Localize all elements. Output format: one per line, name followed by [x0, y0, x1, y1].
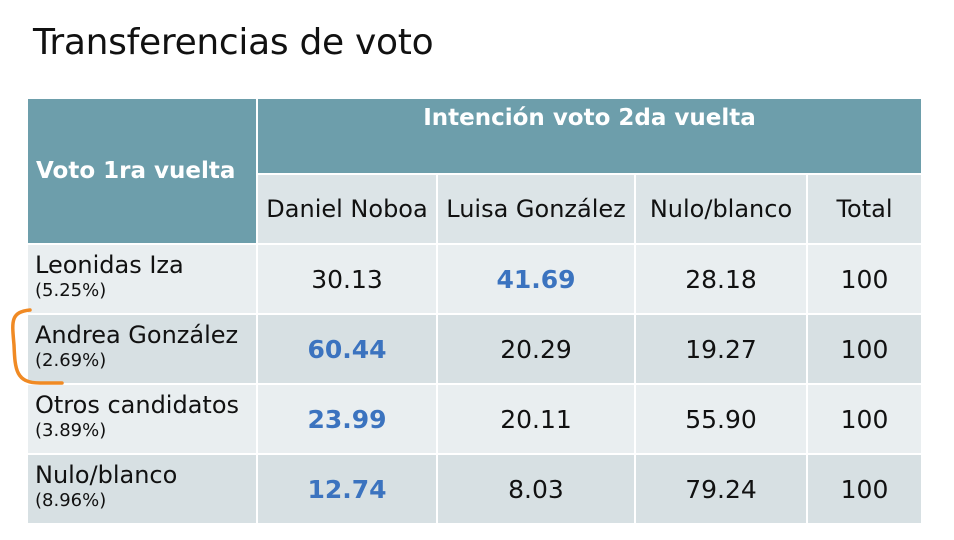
table-cell-total: 100	[806, 453, 923, 525]
candidate-name: Otros candidatos	[35, 391, 240, 419]
first-round-header: Voto 1ra vuelta	[26, 97, 258, 245]
table-cell: 20.29	[436, 313, 636, 385]
table-cell-highlight: 23.99	[256, 383, 438, 455]
table-cell: 8.03	[436, 453, 636, 525]
table-row: Leonidas Iza (5.25%) 30.13 41.69 28.18 1…	[26, 243, 923, 315]
column-header-luisa-gonzalez: Luisa González	[436, 173, 636, 245]
column-header-daniel-noboa: Daniel Noboa	[256, 173, 438, 245]
table-row: Nulo/blanco (8.96%) 12.74 8.03 79.24 100	[26, 453, 923, 525]
second-round-group-header: Intención voto 2da vuelta	[256, 97, 923, 175]
table-cell: 19.27	[634, 313, 808, 385]
column-header-nulo-blanco: Nulo/blanco	[634, 173, 808, 245]
candidate-name: Leonidas Iza	[35, 251, 184, 279]
candidate-name: Andrea González	[35, 321, 239, 349]
table-cell: 55.90	[634, 383, 808, 455]
table-row: Andrea González (2.69%) 60.44 20.29 19.2…	[26, 313, 923, 385]
vote-transfer-table: Voto 1ra vuelta Intención voto 2da vuelt…	[26, 97, 923, 525]
table-cell-highlight: 12.74	[256, 453, 438, 525]
candidate-share: (2.69%)	[35, 350, 107, 371]
table-cell: 30.13	[256, 243, 438, 315]
row-label: Otros candidatos (3.89%)	[26, 383, 258, 455]
table-row: Otros candidatos (3.89%) 23.99 20.11 55.…	[26, 383, 923, 455]
candidate-name: Nulo/blanco	[35, 461, 178, 489]
table-cell-highlight: 41.69	[436, 243, 636, 315]
table-cell-total: 100	[806, 243, 923, 315]
candidate-share: (5.25%)	[35, 280, 107, 301]
candidate-share: (3.89%)	[35, 420, 107, 441]
table-cell: 20.11	[436, 383, 636, 455]
table-cell: 79.24	[634, 453, 808, 525]
table-cell: 28.18	[634, 243, 808, 315]
row-label: Nulo/blanco (8.96%)	[26, 453, 258, 525]
table-cell-total: 100	[806, 313, 923, 385]
row-label: Andrea González (2.69%)	[26, 313, 258, 385]
candidate-share: (8.96%)	[35, 490, 107, 511]
table-cell-highlight: 60.44	[256, 313, 438, 385]
column-header-total: Total	[806, 173, 923, 245]
page-title: Transferencias de voto	[33, 22, 434, 63]
table-cell-total: 100	[806, 383, 923, 455]
row-label: Leonidas Iza (5.25%)	[26, 243, 258, 315]
